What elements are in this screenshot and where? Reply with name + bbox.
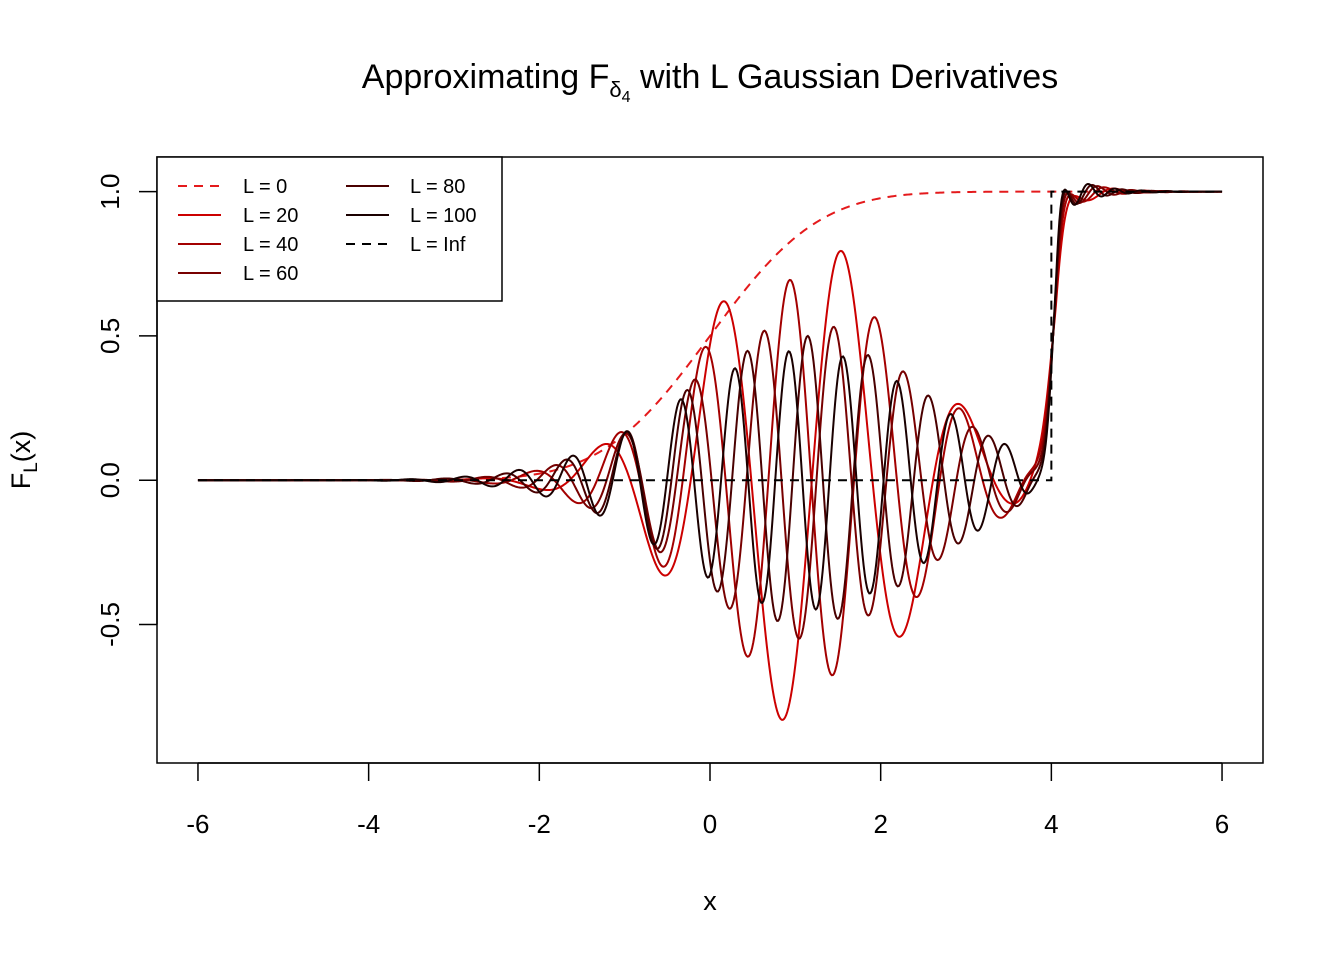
legend-box <box>156 156 503 302</box>
y-tick-label: 0.5 <box>95 318 125 354</box>
x-axis: -6 -4 -2 0 2 4 6 <box>186 762 1229 839</box>
y-tick-label: 0.0 <box>95 462 125 498</box>
x-tick-label: 6 <box>1215 809 1229 839</box>
series-line-6 <box>197 190 1223 482</box>
x-tick-label: 0 <box>703 809 717 839</box>
y-tick-label: 1.0 <box>95 174 125 210</box>
x-tick-label: 4 <box>1044 809 1058 839</box>
x-tick-label: -6 <box>186 809 209 839</box>
y-axis-label: FL(x) <box>6 431 42 490</box>
legend-label: L = 80 <box>410 176 465 198</box>
x-tick-label: -4 <box>357 809 380 839</box>
chart-title: Approximating Fδ4 with L Gaussian Deriva… <box>362 58 1058 106</box>
series-layer <box>197 182 1223 721</box>
y-axis: -0.5 0.0 0.5 1.0 <box>95 174 158 647</box>
legend-label: L = 20 <box>243 205 298 227</box>
x-axis-label: x <box>703 886 717 916</box>
legend-label: L = 100 <box>410 205 477 227</box>
legend-label: L = 40 <box>243 234 298 256</box>
legend-label: L = 0 <box>243 176 287 198</box>
legend-label: L = 60 <box>243 263 298 285</box>
x-tick-label: -2 <box>528 809 551 839</box>
legend-label: L = Inf <box>410 234 466 256</box>
x-tick-label: 2 <box>873 809 887 839</box>
legend: L = 0 L = 20 L = 40 L = 60 L = 80 L = 100 L = … <box>156 156 503 302</box>
y-tick-label: -0.5 <box>95 602 125 647</box>
